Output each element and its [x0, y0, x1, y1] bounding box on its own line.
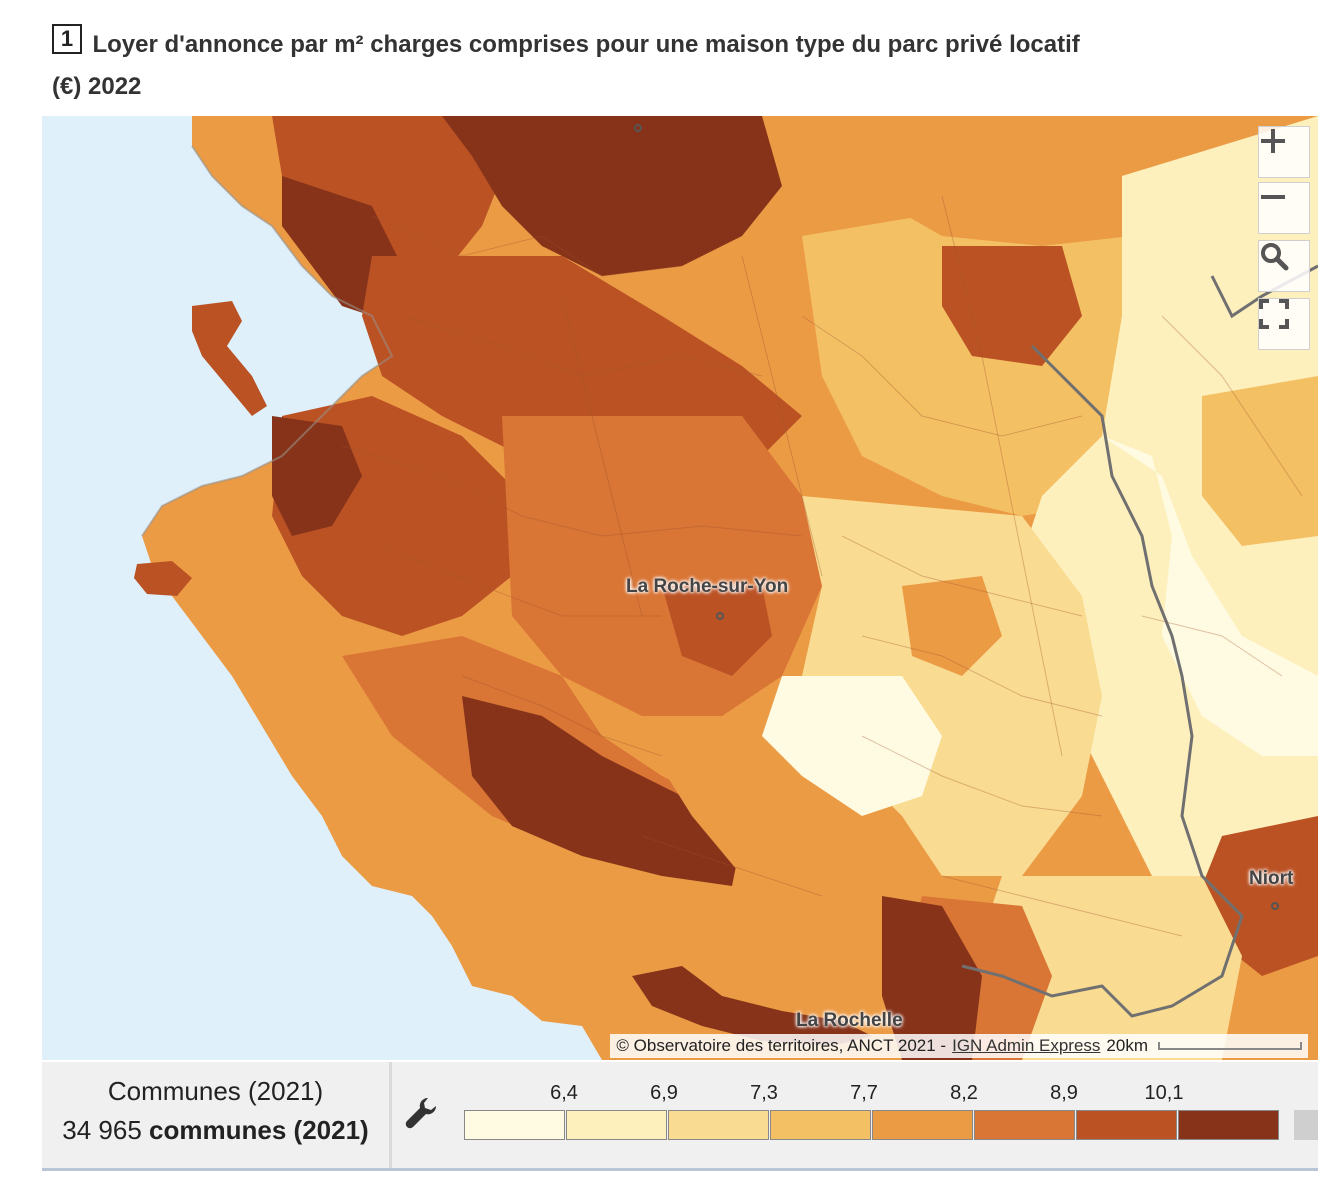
city-marker-la-roche-sur-yon — [716, 612, 724, 620]
zone-northeast — [842, 116, 1172, 246]
department-boundary — [961, 344, 1244, 1018]
zone-north-dark — [442, 116, 782, 276]
legend-summary: Communes (2021) 34 965 communes (2021) — [42, 1062, 392, 1168]
fullscreen-button[interactable] — [1258, 298, 1310, 350]
zoom-out-button[interactable] — [1258, 182, 1310, 234]
legend-swatch[interactable] — [872, 1110, 973, 1140]
island-noirmoutier — [192, 301, 267, 416]
legend-swatch[interactable] — [1178, 1110, 1279, 1140]
legend-swatch[interactable] — [464, 1110, 565, 1140]
city-label-la-roche-sur-yon[interactable]: La Roche-sur-Yon — [626, 576, 789, 597]
title-number: 1 — [52, 24, 82, 54]
legend-swatch[interactable] — [566, 1110, 667, 1140]
map-canvas[interactable] — [42, 116, 1318, 1060]
island-re — [632, 966, 872, 1046]
search-button[interactable] — [1258, 240, 1310, 292]
map-legend: Communes (2021) 34 965 communes (2021) 6… — [42, 1062, 1318, 1171]
zone-east-lightest — [1102, 436, 1318, 756]
minus-icon — [1261, 195, 1285, 199]
legend-threshold-label: 8,9 — [1050, 1082, 1078, 1104]
legend-count-suffix: communes (2021) — [149, 1115, 369, 1145]
zoom-in-button[interactable] — [1258, 126, 1310, 178]
legend-threshold-label: 6,4 — [550, 1082, 578, 1104]
zone-south-dark — [462, 696, 742, 886]
wrench-icon — [405, 1097, 437, 1129]
zone-north-coast — [272, 116, 502, 286]
plus-icon — [1261, 129, 1285, 153]
island-yeu — [134, 561, 192, 596]
commune-boundaries — [341, 195, 1303, 937]
title-text: Loyer d'annonce par m² charges comprises… — [52, 31, 1080, 100]
legend-unit-label: Communes (2021) — [107, 1076, 324, 1106]
zone-east-block — [902, 576, 1002, 676]
zone-far-east — [1202, 376, 1318, 546]
zone-rochelle — [882, 896, 982, 1060]
map-title: 1 Loyer d'annonce par m² charges compris… — [52, 24, 1112, 108]
attribution-text: © Observatoire des territoires, ANCT 202… — [616, 1036, 947, 1055]
legend-threshold-label: 6,9 — [650, 1082, 678, 1104]
legend-threshold-label: 7,3 — [750, 1082, 778, 1104]
legend-swatch[interactable] — [1076, 1110, 1177, 1140]
zone-center-east-pale — [762, 676, 942, 816]
legend-scroll-tab[interactable] — [1294, 1110, 1318, 1140]
fullscreen-icon — [1259, 299, 1289, 329]
legend-swatch[interactable] — [974, 1110, 1075, 1140]
legend-swatches — [464, 1110, 1280, 1140]
scale-bar — [1158, 1042, 1302, 1050]
legend-swatch[interactable] — [668, 1110, 769, 1140]
city-marker-north — [634, 124, 642, 132]
map-attribution: © Observatoire des territoires, ANCT 202… — [610, 1034, 1308, 1058]
legend-threshold-label: 7,7 — [850, 1082, 878, 1104]
settings-button[interactable] — [404, 1096, 438, 1135]
magnifier-icon — [1261, 243, 1289, 271]
legend-threshold-label: 8,2 — [950, 1082, 978, 1104]
choropleth-map[interactable]: La Roche-sur-Yon Niort La Rochelle © Obs… — [42, 116, 1318, 1060]
city-label-la-rochelle[interactable]: La Rochelle — [796, 1010, 903, 1031]
coastline — [141, 145, 394, 537]
zone-coast-dark-mid — [272, 416, 362, 536]
legend-count: 34 965 communes (2021) — [42, 1115, 389, 1146]
zone-east-mid-dark — [942, 246, 1082, 366]
scale-label: 20km — [1106, 1036, 1148, 1055]
city-label-niort[interactable]: Niort — [1249, 868, 1294, 889]
ign-link[interactable]: IGN Admin Express — [952, 1036, 1101, 1055]
legend-swatch[interactable] — [770, 1110, 871, 1140]
city-marker-niort — [1271, 902, 1279, 910]
zone-roche — [662, 586, 772, 676]
legend-threshold-label: 10,1 — [1144, 1082, 1184, 1104]
legend-count-number: 34 965 — [62, 1115, 142, 1145]
